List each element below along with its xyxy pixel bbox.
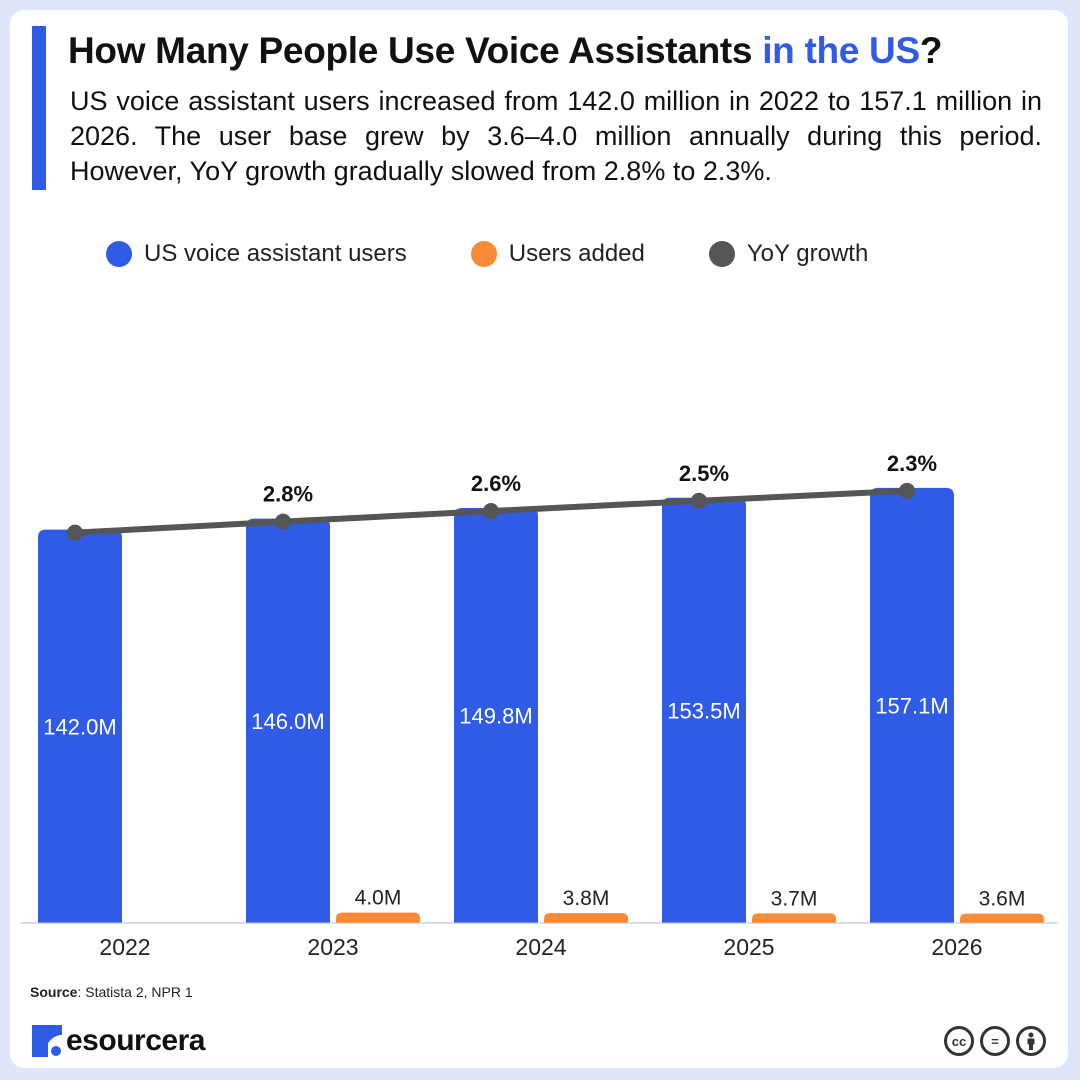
yoy-point-2023 xyxy=(275,513,291,530)
bar-added-2024 xyxy=(544,913,628,923)
source-text: : Statista 2, NPR 1 xyxy=(77,984,193,1000)
bar-added-2026 xyxy=(960,913,1044,923)
bar-users-2026 xyxy=(870,487,954,923)
bar-users-label-2025: 153.5M xyxy=(667,698,740,723)
source-label: Source xyxy=(30,984,78,1000)
bar-users-label-2022: 142.0M xyxy=(43,714,116,739)
bar-added-label-2023: 4.0M xyxy=(355,887,402,910)
legend-item-added: Users added xyxy=(470,240,645,268)
resourcera-logo-icon xyxy=(32,1025,62,1057)
legend-label-users: US voice assistant users xyxy=(144,240,407,267)
yoy-point-2026 xyxy=(899,482,915,499)
legend-swatch-yoy xyxy=(708,241,735,267)
chart-area: 142.0M 2022 146.0M 4.0M 2023 149.8M 3.8M 2024 15… xyxy=(20,451,1058,960)
bar-users-label-2023: 146.0M xyxy=(251,709,324,734)
page-title: How Many People Use Voice Assistants in … xyxy=(68,30,1058,72)
yoy-point-2024 xyxy=(483,503,499,520)
x-tick-2025: 2025 xyxy=(723,934,774,960)
title-main: How Many People Use Voice Assistants xyxy=(68,30,763,71)
yoy-label-2026: 2.3% xyxy=(887,451,937,476)
yoy-point-2022 xyxy=(67,524,83,541)
yoy-label-2025: 2.5% xyxy=(679,461,729,486)
source-note: Source: Statista 2, NPR 1 xyxy=(30,984,193,1000)
title-end: ? xyxy=(919,30,943,71)
legend-swatch-added xyxy=(470,241,497,267)
legend-label-yoy: YoY growth xyxy=(746,240,869,267)
bar-added-label-2025: 3.7M xyxy=(771,887,818,910)
chart-legend: US voice assistant users Users added YoY… xyxy=(106,238,932,270)
legend-swatch-users xyxy=(106,241,132,267)
yoy-label-2024: 2.6% xyxy=(471,471,521,496)
x-tick-2023: 2023 xyxy=(307,934,358,960)
bar-added-label-2026: 3.6M xyxy=(979,888,1026,911)
subtitle: US voice assistant users increased from … xyxy=(70,86,1042,186)
cc-icon: cc xyxy=(944,1026,974,1056)
bar-users-2022 xyxy=(38,529,122,923)
bar-users-label-2024: 149.8M xyxy=(459,704,532,729)
x-tick-2024: 2024 xyxy=(515,934,566,960)
title-accent-bar xyxy=(32,26,46,190)
x-tick-2026: 2026 xyxy=(931,934,982,960)
x-tick-2022: 2022 xyxy=(99,934,150,960)
bar-users-2025 xyxy=(662,497,746,923)
yoy-point-2025 xyxy=(691,492,707,509)
bar-added-2023 xyxy=(336,912,420,923)
bar-users-label-2026: 157.1M xyxy=(875,693,948,718)
legend-item-yoy: YoY growth xyxy=(708,240,869,268)
title-accent: in the US xyxy=(762,30,920,71)
bar-users-2023 xyxy=(246,518,330,923)
nd-icon: = xyxy=(980,1026,1010,1056)
legend-label-added: Users added xyxy=(508,240,645,267)
license-badges: cc = xyxy=(938,1026,1046,1056)
yoy-label-2023: 2.8% xyxy=(263,482,313,507)
brand-logo: esourcera xyxy=(32,1024,205,1058)
infographic-card: How Many People Use Voice Assistants in … xyxy=(10,10,1068,1068)
bar-users-2024 xyxy=(454,508,538,923)
legend-item-users: US voice assistant users xyxy=(106,240,407,268)
by-icon xyxy=(1016,1026,1046,1056)
bar-added-2025 xyxy=(752,913,836,923)
bar-added-label-2024: 3.8M xyxy=(563,887,610,910)
brand-name: esourcera xyxy=(66,1024,205,1057)
